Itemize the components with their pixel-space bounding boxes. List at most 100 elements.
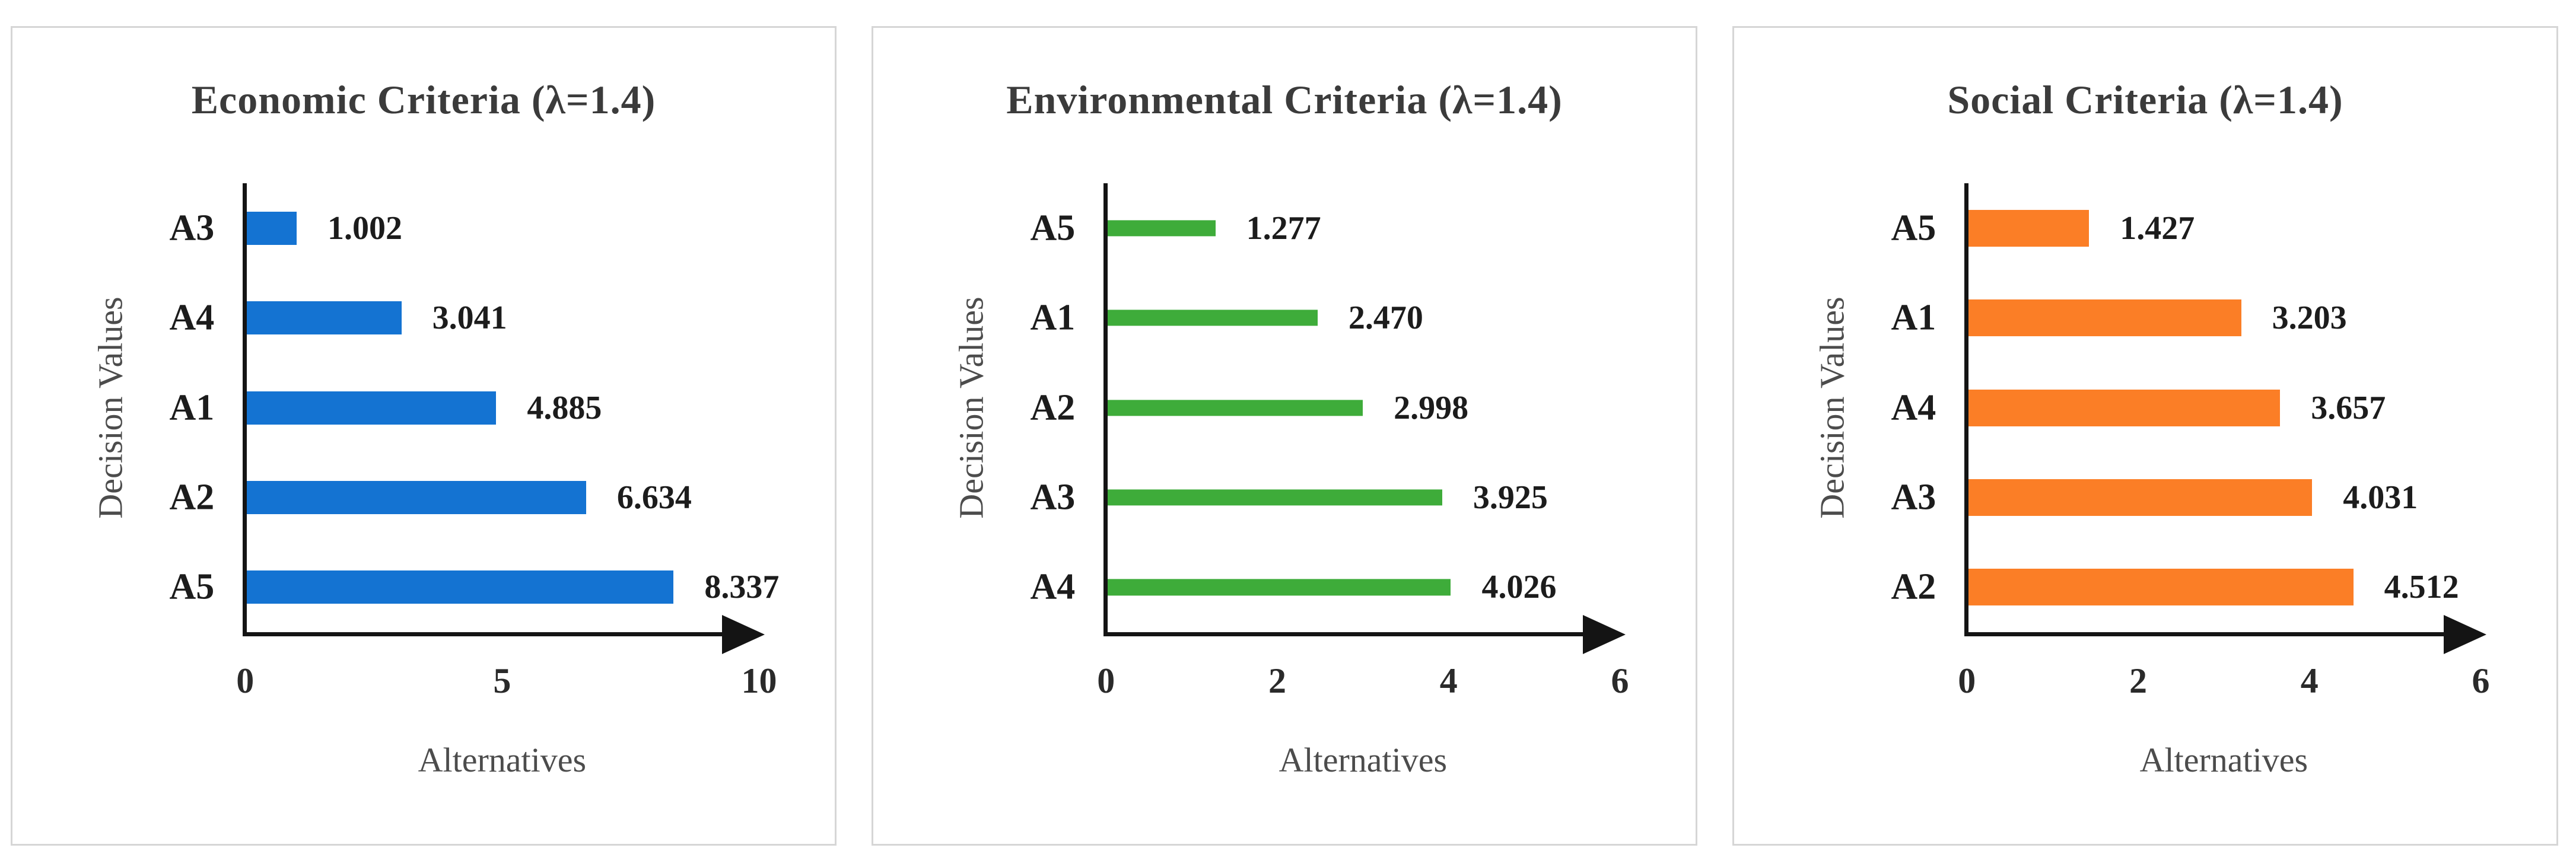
x-tick-label: 4 [1439,661,1458,700]
x-axis-title: Alternatives [1279,741,1448,779]
bar-value-label: 8.337 [704,569,780,606]
x-axis-arrowhead-icon [722,615,765,654]
bar-value-label: 4.512 [2384,569,2459,606]
y-axis-line [1103,183,1108,636]
category-label: A4 [1891,387,1936,428]
category-label: A4 [169,297,215,338]
bar [245,570,674,604]
x-axis-line [1964,632,2448,636]
bar-value-label: 3.657 [2311,389,2386,426]
x-axis-title: Alternatives [2139,741,2308,779]
bar-value-label: 4.885 [527,389,602,426]
bar-row: A4 4.026 [1030,543,1620,632]
bar-value-label: 4.026 [1481,569,1557,606]
bar-row: A1 4.885 [169,363,759,452]
bar [245,211,297,245]
bar-row: A4 3.041 [169,273,759,362]
x-tick-label: 5 [493,661,511,700]
category-label: A2 [1891,566,1936,607]
y-axis-title-wrap: Decision Values [933,183,1010,632]
plot-area: A3 1.002 A4 3.041 A1 4.885 [169,183,779,779]
bar [1106,399,1363,416]
bar [1967,299,2241,337]
category-label: A3 [1030,477,1076,518]
y-axis-title: Decision Values [1812,297,1852,519]
bar-value-label: 6.634 [616,479,692,516]
bar-value-label: 3.203 [2272,299,2347,337]
bar-row: A1 2.470 [1030,273,1620,362]
x-axis-arrowhead-icon [2444,615,2487,654]
chart-panel-environmental: Environmental Criteria (λ=1.4) Decision … [872,26,1697,846]
bar-value-label: 1.002 [327,209,403,247]
bar [1106,220,1216,237]
bar [245,301,402,335]
category-label: A1 [1030,297,1076,338]
category-label: A3 [1891,477,1936,518]
bar-row: A4 3.657 [1891,363,2480,452]
plot-area: A5 1.427 A1 3.203 A4 3.657 [1891,183,2489,779]
bar-value-label: 2.998 [1394,389,1469,426]
y-axis-line [1964,183,1969,636]
bar-row: A2 4.512 [1891,543,2480,632]
category-label: A5 [1030,208,1076,248]
chart-title: Social Criteria (λ=1.4) [1947,77,2343,122]
bar [245,391,497,425]
x-tick-labels: 0 2 4 6 [1958,661,2489,714]
x-axis-line [243,632,726,636]
chart-panel-economic: Economic Criteria (λ=1.4) Decision Value… [11,26,837,846]
bar [1106,489,1442,506]
category-label: A4 [1030,566,1076,607]
x-tick-label: 0 [1097,661,1115,700]
category-label: A3 [169,208,215,248]
x-tick-label: 4 [2300,661,2319,700]
category-label: A1 [169,387,215,428]
bar-row: A5 1.277 [1030,183,1620,273]
chart-panels-row: Economic Criteria (λ=1.4) Decision Value… [11,26,2558,846]
bar-row: A5 8.337 [169,543,779,632]
y-axis-line [243,183,247,636]
bar [1967,389,2281,426]
bar-row: A2 6.634 [169,452,759,542]
chart-title: Economic Criteria (λ=1.4) [191,77,656,122]
category-label: A1 [1891,297,1936,338]
category-label: A5 [169,566,215,607]
bar [1967,209,2090,247]
bar [1106,579,1451,595]
x-tick-labels: 0 5 10 [236,661,777,714]
bar-rows: A5 1.277 A1 2.470 A2 2.998 [1030,183,1620,632]
x-axis-arrowhead-icon [1583,615,1626,654]
chart-title: Environmental Criteria (λ=1.4) [1006,77,1563,122]
bar-row: A2 2.998 [1030,363,1620,452]
x-tick-label: 6 [2472,661,2490,700]
y-axis-title: Decision Values [952,297,991,519]
y-axis-title-wrap: Decision Values [72,183,149,632]
x-axis-line [1103,632,1587,636]
bar-value-label: 1.427 [2120,209,2195,247]
chart-panel-social: Social Criteria (λ=1.4) Decision Values … [1732,26,2558,846]
x-tick-label: 0 [236,661,255,700]
bar-row: A3 1.002 [169,183,759,273]
bar [1967,569,2354,606]
category-label: A5 [1891,208,1936,248]
bar-value-label: 3.041 [432,299,507,337]
bar [1106,310,1318,326]
bar-value-label: 4.031 [2343,479,2418,516]
x-tick-label: 6 [1611,661,1629,700]
bar-value-label: 2.470 [1348,299,1423,337]
bar [1967,479,2313,516]
plot-area: A5 1.277 A1 2.470 A2 2.998 [1030,183,1629,779]
y-axis-title: Decision Values [91,297,130,519]
bar-row: A5 1.427 [1891,183,2480,273]
x-axis-title: Alternatives [418,741,587,779]
x-tick-label: 2 [2129,661,2147,700]
category-label: A2 [169,477,215,518]
x-tick-label: 10 [741,661,777,700]
bar-rows: A5 1.427 A1 3.203 A4 3.657 [1891,183,2480,632]
bar [245,480,586,514]
bar-rows: A3 1.002 A4 3.041 A1 4.885 [169,183,779,632]
bar-value-label: 1.277 [1246,209,1321,247]
bar-row: A1 3.203 [1891,273,2480,362]
bar-value-label: 3.925 [1473,479,1548,516]
category-label: A2 [1030,387,1076,428]
x-tick-labels: 0 2 4 6 [1097,661,1629,714]
